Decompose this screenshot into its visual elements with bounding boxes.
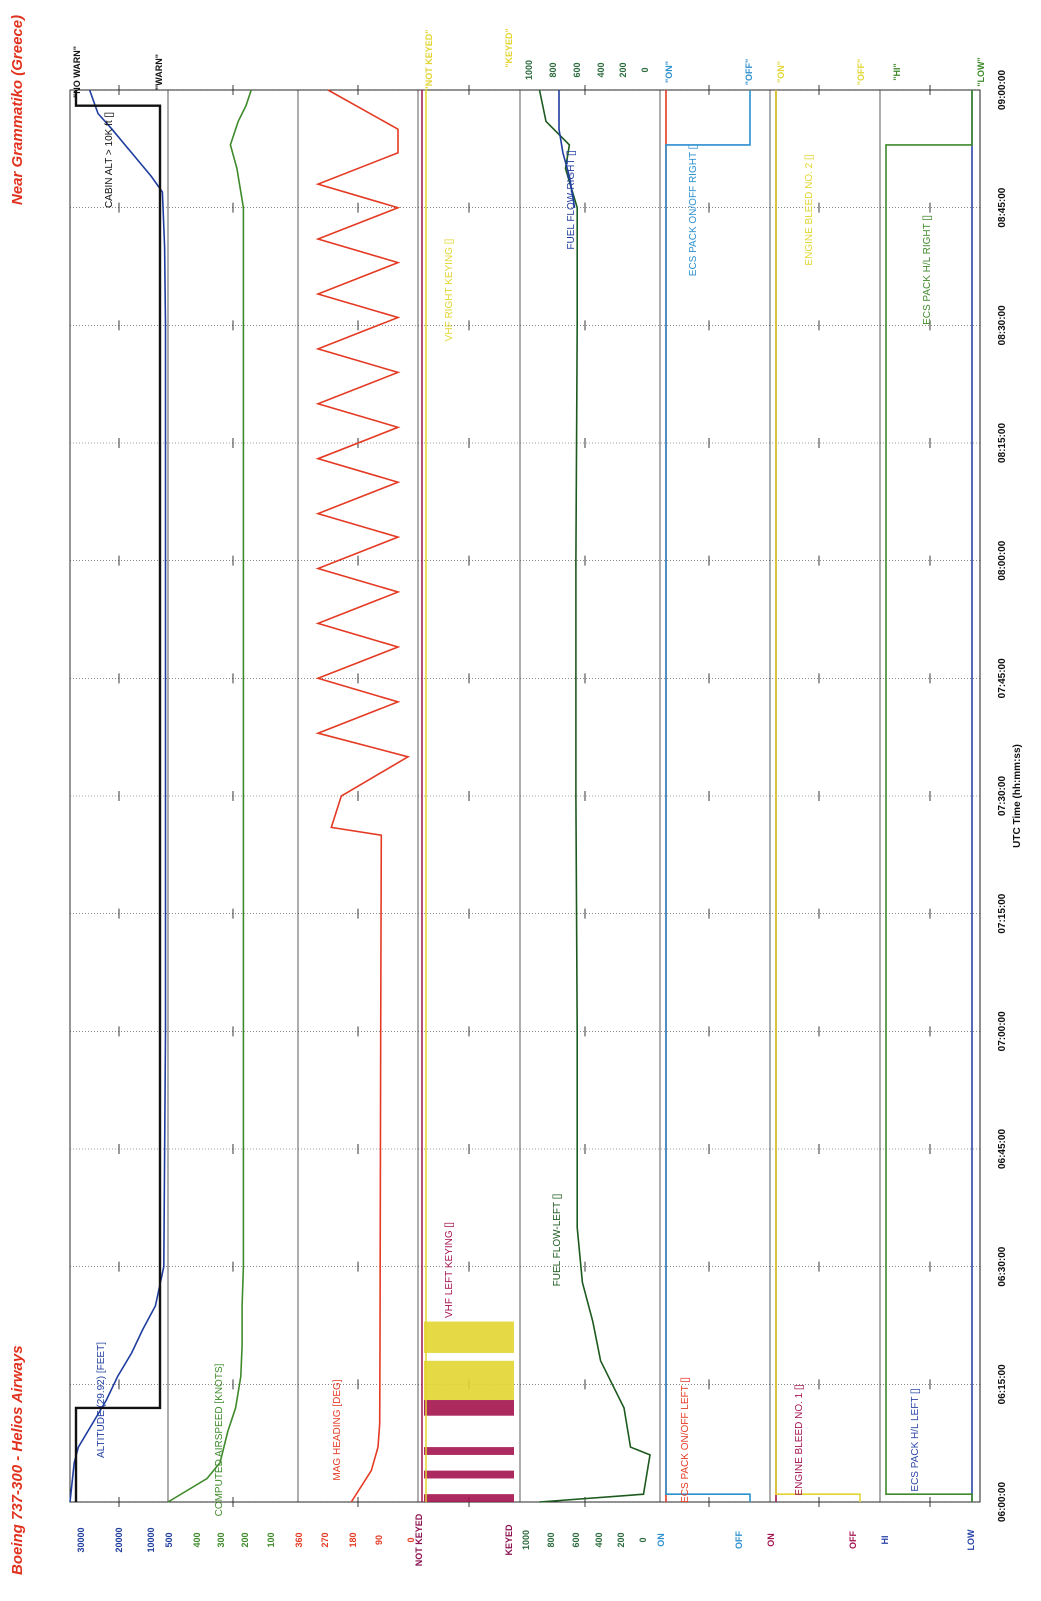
time-tick-label: 09:00:00 — [997, 70, 1008, 110]
time-tick-label: 06:15:00 — [997, 1364, 1008, 1404]
time-tick-label: 07:45:00 — [997, 658, 1008, 698]
y-tick-label-fuel: 600 — [571, 1532, 581, 1547]
y-tick-label-heading: 360 — [294, 1532, 304, 1547]
y-tick-label-altitude: 10000 — [146, 1527, 156, 1552]
series-label: ENGINE BLEED NO. 2 [] — [804, 154, 815, 265]
y-tick-label-fuel: 0 — [638, 1537, 648, 1542]
y-tick-label-heading: 90 — [374, 1535, 384, 1545]
series-label: ECS PACK ON/OFF RIGHT [] — [688, 144, 699, 277]
time-tick-label: 08:00:00 — [997, 540, 1008, 580]
series-line — [74, 90, 162, 1502]
y-tick-label-fuel: 200 — [616, 1532, 626, 1547]
time-tick-label: 07:00:00 — [997, 1011, 1008, 1051]
y-tick-label-fuel: 1000 — [521, 1530, 531, 1550]
keyed-bar — [424, 1494, 514, 1502]
y-tick-label-heading: 270 — [320, 1532, 330, 1547]
keyed-bar — [424, 1447, 514, 1455]
y-tick-label-ecs_hl: HI — [880, 1536, 890, 1545]
y-tick-label-right-fuel: 0 — [640, 67, 650, 72]
series-label: FUEL FLOW-RIGHT [] — [566, 150, 577, 249]
keyed-bar — [424, 1321, 514, 1353]
x-axis-label: UTC Time (hh:mm:ss) — [1012, 744, 1023, 848]
y-tick-label-fuel: 800 — [546, 1532, 556, 1547]
plot-frame — [69, 89, 981, 1503]
y-tick-label-airspeed: 100 — [266, 1532, 276, 1547]
time-tick-label: 07:30:00 — [997, 776, 1008, 816]
time-tick-label: 06:30:00 — [997, 1246, 1008, 1286]
y-tick-label-fuel: 400 — [594, 1532, 604, 1547]
keyed-bar — [424, 1400, 514, 1416]
series-line — [315, 89, 411, 1503]
state-label: "OFF" — [856, 59, 866, 86]
y-tick-label-bleed: OFF — [848, 1531, 858, 1549]
y-tick-label-altitude: 500 — [164, 1532, 174, 1547]
series-label: VHF LEFT KEYING [] — [444, 1222, 455, 1318]
series-label: ECS PACK H/L RIGHT [] — [922, 215, 933, 325]
series-line — [665, 90, 751, 1502]
y-tick-label-ecs_pack: ON — [656, 1533, 666, 1547]
state-label: "WARN" — [154, 54, 164, 90]
y-tick-label-right-fuel: 200 — [618, 62, 628, 77]
time-tick-label: 06:00:00 — [997, 1482, 1008, 1522]
series-line — [885, 90, 973, 1502]
state-label: "OFF" — [744, 59, 754, 86]
series-line — [558, 90, 576, 208]
state-label: "KEYED" — [504, 28, 514, 68]
y-tick-label-right-fuel: 1000 — [524, 60, 534, 80]
series-label: CABIN ALT > 10K ft [] — [104, 112, 115, 208]
time-tick-label: 07:15:00 — [997, 893, 1008, 933]
y-tick-label-heading: 180 — [348, 1532, 358, 1547]
y-tick-label-bleed: ON — [766, 1533, 776, 1547]
keyed-bar — [424, 1470, 514, 1479]
time-tick-label: 08:15:00 — [997, 423, 1008, 463]
state-label: "HI" — [892, 63, 902, 81]
y-tick-label-ecs_hl: LOW — [966, 1529, 976, 1550]
series-label: ECS PACK ON/OFF LEFT [] — [680, 1377, 691, 1503]
series-label: ALTITUDE (29.92) [FEET] — [96, 1342, 107, 1458]
state-label: "ON" — [664, 61, 674, 83]
y-tick-label-right-fuel: 400 — [596, 62, 606, 77]
y-tick-label-right-fuel: 800 — [548, 62, 558, 77]
time-tick-label: 08:45:00 — [997, 187, 1008, 227]
series-label: COMPUTED AIRSPEED [KNOTS] — [214, 1363, 225, 1516]
state-label: "LOW" — [976, 57, 986, 87]
time-tick-label: 08:30:00 — [997, 305, 1008, 345]
state-label: "ON" — [776, 61, 786, 83]
series-label: ENGINE BLEED NO. 1 [] — [794, 1384, 805, 1495]
y-tick-label-ecs_pack: OFF — [734, 1531, 744, 1549]
series-label: ECS PACK H/L LEFT [] — [910, 1388, 921, 1491]
y-tick-label-airspeed: 200 — [240, 1532, 250, 1547]
y-tick-label-vhf: KEYED — [504, 1524, 514, 1556]
chart-location: Near Grammatiko (Greece) — [9, 15, 26, 205]
y-tick-label-airspeed: 300 — [216, 1532, 226, 1547]
series-label: FUEL FLOW-LEFT [] — [552, 1193, 563, 1286]
y-tick-label-altitude: 20000 — [114, 1527, 124, 1552]
series-line — [167, 89, 252, 1503]
state-label: "NOT KEYED" — [424, 29, 434, 90]
keyed-bar — [424, 1360, 514, 1401]
y-tick-label-heading: 0 — [406, 1537, 416, 1542]
series-line — [775, 90, 861, 1502]
chart-title: Boeing 737-300 - Helios Airways — [9, 1345, 26, 1575]
series-line — [69, 89, 167, 1503]
series-label: VHF RIGHT KEYING [] — [444, 238, 455, 341]
time-tick-label: 06:45:00 — [997, 1129, 1008, 1169]
y-tick-label-airspeed: 400 — [192, 1532, 202, 1547]
y-tick-label-vhf: NOT KEYED — [414, 1513, 424, 1566]
series-label: MAG HEADING [DEG] — [332, 1379, 343, 1480]
y-tick-label-altitude: 30000 — [76, 1527, 86, 1552]
state-label: "NO WARN" — [72, 46, 82, 98]
y-tick-label-right-fuel: 600 — [572, 62, 582, 77]
